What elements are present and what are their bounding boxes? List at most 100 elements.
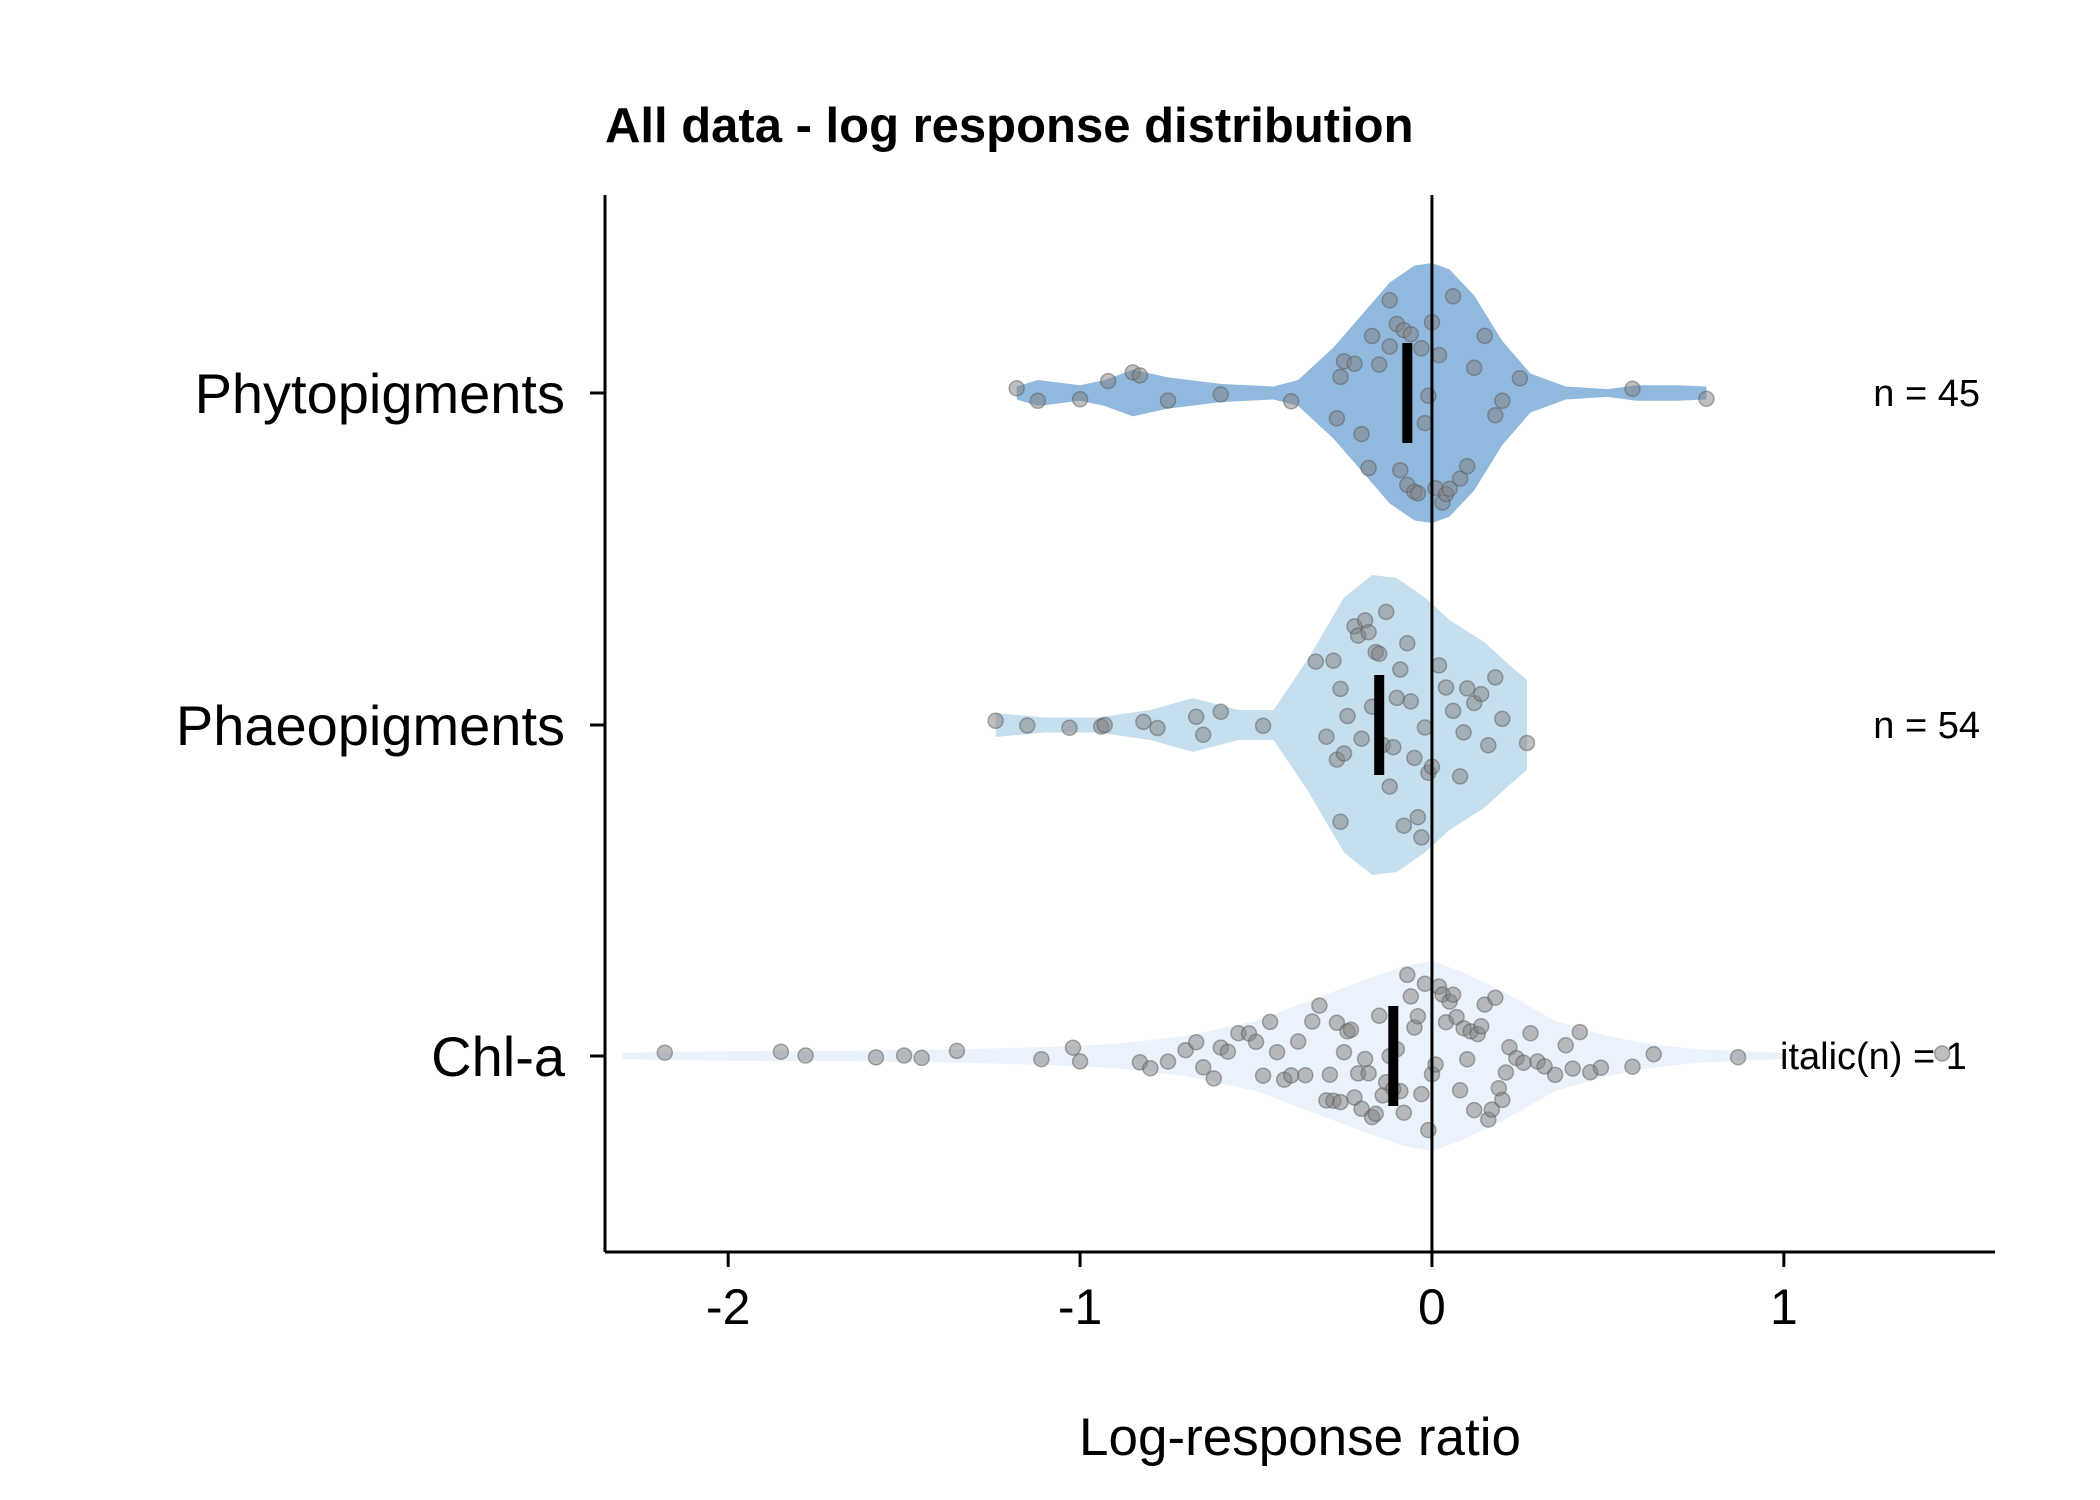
data-point-chl-a <box>1416 975 1434 993</box>
data-point-phaeopigments <box>1149 719 1166 737</box>
data-point-phaeopigments <box>1332 813 1349 831</box>
data-point-chl-a <box>1729 1048 1747 1066</box>
data-point-chl-a <box>1304 1013 1321 1030</box>
x-axis-title: Log-response ratio <box>1079 1408 1521 1467</box>
data-point-phytopigments <box>1360 459 1377 477</box>
data-point-phaeopigments <box>1339 707 1356 725</box>
x-tick-label: 1 <box>1770 1279 1798 1335</box>
data-point-phaeopigments <box>1406 749 1423 767</box>
data-point-phytopigments <box>1008 380 1025 397</box>
data-point-chl-a <box>1261 1013 1279 1031</box>
data-point-chl-a <box>1624 1058 1641 1075</box>
data-point-phytopigments <box>1402 325 1420 343</box>
data-point-phytopigments <box>1353 425 1370 443</box>
median-bar-phytopigments <box>1402 343 1413 443</box>
data-point-phytopigments <box>1441 480 1458 498</box>
data-point-chl-a <box>1282 1067 1300 1084</box>
data-point-phaeopigments <box>1318 728 1335 745</box>
data-point-phaeopigments <box>1416 719 1434 736</box>
data-point-chl-a <box>1321 1066 1339 1083</box>
data-point-phytopigments <box>1698 390 1715 408</box>
data-point-phytopigments <box>1392 461 1409 479</box>
n-label-phaeopigments: n = 54 <box>1873 705 1980 747</box>
data-point-chl-a <box>1564 1060 1581 1077</box>
data-point-chl-a <box>1592 1059 1610 1076</box>
data-point-phytopigments <box>1282 393 1300 410</box>
data-point-phaeopigments <box>1409 808 1427 826</box>
data-point-phytopigments <box>1381 338 1398 355</box>
data-point-chl-a <box>1472 1018 1490 1035</box>
data-point-phaeopigments <box>1194 726 1212 744</box>
data-point-chl-a <box>1451 1082 1469 1099</box>
data-point-phaeopigments <box>1395 817 1413 834</box>
data-point-chl-a <box>1427 1056 1444 1073</box>
category-label-phaeopigments: Phaeopigments <box>176 694 565 757</box>
data-point-chl-a <box>1332 1093 1349 1111</box>
data-point-chl-a <box>948 1042 966 1060</box>
data-point-phytopigments <box>1071 391 1089 408</box>
data-point-chl-a <box>1360 1065 1377 1082</box>
data-point-phaeopigments <box>1381 778 1398 795</box>
data-point-phytopigments <box>1420 387 1437 405</box>
data-point-chl-a <box>1515 1054 1532 1071</box>
data-point-chl-a <box>1522 1024 1539 1042</box>
data-point-chl-a <box>1571 1023 1589 1041</box>
data-point-chl-a <box>1247 1033 1265 1051</box>
chart-title: All data - log response distribution <box>605 99 1414 153</box>
data-point-phytopigments <box>1451 470 1469 487</box>
data-point-phytopigments <box>1131 367 1149 384</box>
median-bar-phaeopigments <box>1374 675 1385 775</box>
data-point-chl-a <box>1335 1043 1353 1061</box>
data-point-phaeopigments <box>1187 708 1205 726</box>
data-point-phaeopigments <box>1494 710 1511 728</box>
data-point-chl-a <box>1342 1021 1360 1039</box>
data-point-phaeopigments <box>1254 717 1272 735</box>
data-point-phaeopigments <box>1332 680 1349 698</box>
data-point-chl-a <box>656 1044 674 1061</box>
data-point-phaeopigments <box>1325 652 1342 669</box>
data-point-phytopigments <box>1413 340 1430 357</box>
x-tick-label: -2 <box>706 1279 750 1335</box>
n-label-phytopigments: n = 45 <box>1873 373 1980 415</box>
data-point-chl-a <box>1494 1091 1511 1109</box>
data-point-chl-a <box>1219 1043 1237 1060</box>
data-point-chl-a <box>1409 1008 1427 1025</box>
data-point-phytopigments <box>1624 380 1641 398</box>
violins-layer <box>622 263 1784 1151</box>
data-point-phytopigments <box>1409 485 1427 502</box>
category-label-chl-a: Chl-a <box>431 1025 566 1088</box>
data-point-chl-a <box>1933 1045 1951 1062</box>
data-point-chl-a <box>1159 1053 1177 1070</box>
data-point-chl-a <box>1458 1051 1476 1068</box>
data-point-chl-a <box>1483 1101 1501 1118</box>
data-point-chl-a <box>1413 1085 1430 1103</box>
data-point-chl-a <box>1395 1104 1413 1121</box>
data-point-chl-a <box>1328 1014 1346 1032</box>
data-point-chl-a <box>1064 1039 1082 1056</box>
axes-layer <box>590 195 1995 1267</box>
data-point-phaeopigments <box>1399 635 1416 652</box>
data-point-phytopigments <box>1458 457 1476 475</box>
data-point-phaeopigments <box>1392 661 1409 678</box>
violin-phytopigments <box>1016 263 1707 523</box>
data-point-phytopigments <box>1430 346 1448 364</box>
data-point-phaeopigments <box>1455 724 1472 741</box>
data-point-phytopigments <box>1328 410 1346 427</box>
labels-layer: Phytopigments n = 45 Phaeopigments n = 54 Ch… <box>176 362 1980 1335</box>
data-point-chl-a <box>1194 1059 1212 1076</box>
data-point-phytopigments <box>1476 327 1493 345</box>
data-point-chl-a <box>1367 1105 1384 1123</box>
data-point-phaeopigments <box>1480 737 1497 754</box>
data-point-phaeopigments <box>1377 603 1395 621</box>
data-point-phaeopigments <box>1518 734 1536 752</box>
data-point-chl-a <box>772 1043 790 1060</box>
points-layer <box>656 288 1951 1139</box>
n-label-chl-a: italic(n) = 1 <box>1780 1036 1967 1078</box>
data-point-chl-a <box>1254 1067 1272 1084</box>
data-point-phytopigments <box>1346 355 1363 372</box>
x-tick-label: -1 <box>1058 1279 1102 1335</box>
data-point-phytopigments <box>1465 359 1483 377</box>
data-point-chl-a <box>867 1049 885 1066</box>
data-point-phytopigments <box>1363 327 1381 345</box>
